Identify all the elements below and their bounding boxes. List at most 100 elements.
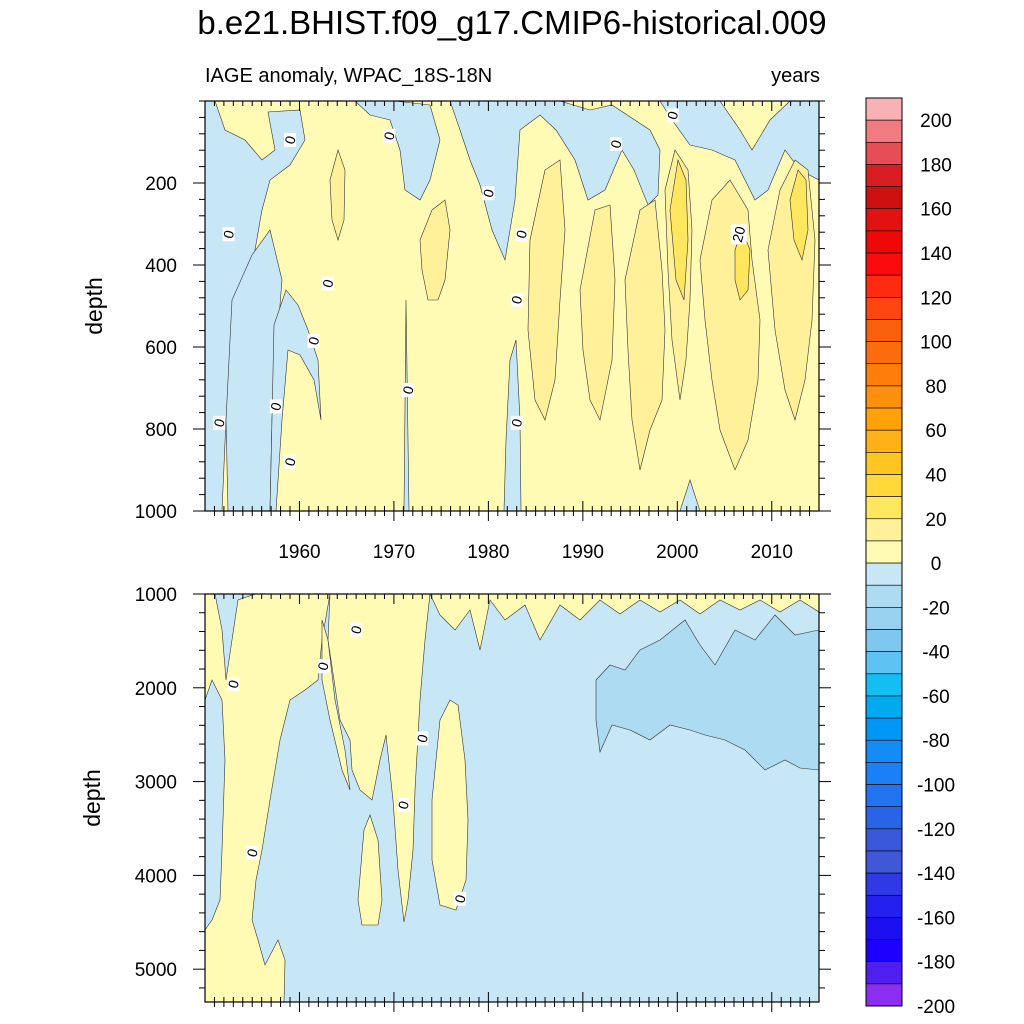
lower-field [205,594,819,1002]
upper-contour-label: 0 [607,138,625,150]
upper-contour-label-bg [510,292,523,307]
lower-ytick-label: 5000 [135,960,177,981]
lower-positive-west [205,594,331,1002]
lower-ytick-label: 1000 [135,585,177,606]
colorbar-swatch [865,474,903,497]
lower-panel: 1000 2000 3000 4000 5000 0 0 0 0 0 0 0 depth [79,585,831,1012]
colorbar-swatch [865,872,903,896]
colorbar-label: 0 [931,554,942,575]
lower-contour-label: 0 [243,847,261,859]
colorbar-label: -180 [917,953,955,974]
upper-band-20-30-b [789,169,809,262]
lower-ytick-label: 4000 [135,866,177,887]
lower-positive-strip2 [357,814,383,926]
upper-panel: 1960 1970 1980 1990 2000 20102004006008001000… [81,100,831,563]
colorbar-swatch [865,961,903,985]
colorbar-swatch [865,230,903,254]
colorbar-swatch [865,562,903,586]
upper-ytick-label: 400 [145,256,177,277]
lower-ytick-label: 2000 [135,679,177,700]
lower-contour-label-bg [416,731,429,746]
upper-ytick-label: 200 [145,174,177,195]
upper-band-20-30-a [669,158,689,301]
figure-title: b.e21.BHIST.f09_g17.CMIP6-historical.009 [197,4,826,41]
upper-contour-label: 0 [664,109,682,121]
colorbar-label: -80 [922,731,949,752]
colorbar-swatch [865,97,903,121]
colorbar: 200180160140120100806040200-20-40-60-80-… [865,97,955,1018]
colorbar-label: 80 [925,377,946,398]
colorbar-label: 60 [925,421,946,442]
upper-contour-labels: 0 0 0 0 0 0 0 20 0 0 0 0 0 0 0 0 [210,108,749,469]
upper-contour-label-bg [284,454,297,469]
colorbar-swatch [865,119,903,143]
colorbar-swatch [865,983,903,1007]
upper-contour-label-bg [730,224,747,245]
lower-contour-label: 0 [347,624,365,636]
upper-contour-label: 0 [508,417,526,429]
lower-positive-top [429,594,819,651]
lower-contour-labels: 0 0 0 0 0 0 0 [225,622,469,906]
upper-xtick-label: 2010 [751,542,793,563]
colorbar-swatch [865,850,903,874]
upper-contour-label-bg [284,132,297,147]
upper-contour-label-bg [402,383,415,398]
upper-contour-label-bg [666,108,679,123]
upper-negative-top2 [449,101,661,262]
upper-field [205,101,819,511]
colorbar-swatch [865,341,903,365]
upper-contour-label: 0 [267,400,285,412]
upper-negative-top1 [354,101,441,201]
upper-frame [204,100,820,512]
colorbar-swatch [865,651,903,675]
lower-contour-label-bg [317,659,330,674]
upper-xtick-label: 1980 [467,542,509,563]
lower-positive-spine [327,594,431,923]
upper-contour-label: 0 [281,456,299,468]
lower-contour-label: 0 [225,678,243,690]
colorbar-swatch [865,917,903,940]
lower-positive-west2 [205,679,226,931]
upper-contour-label-bg [213,415,226,430]
upper-contour-label-bg [307,333,320,348]
colorbar-label: 40 [925,465,946,486]
lower-contour-label: 0 [314,660,332,672]
colorbar-label: 20 [925,510,946,531]
upper-contour-label: 0 [305,335,323,347]
upper-contour-label: 0 [399,384,417,396]
colorbar-swatch [865,319,903,342]
upper-negative-line1 [403,299,410,511]
lower-ytick-label: 3000 [135,773,177,794]
upper-band-10-20-b [527,159,566,421]
upper-xtick-label: 1960 [278,542,320,563]
colorbar-swatch [865,629,903,652]
colorbar-swatch [865,208,903,232]
colorbar-swatch [865,607,903,630]
upper-contour-label: 0 [281,134,299,146]
upper-ytick-label: 1000 [135,502,177,523]
upper-contour-label: 0 [480,187,498,199]
colorbar-swatch [865,673,903,697]
upper-xtick-label: 1990 [562,542,604,563]
colorbar-swatch [865,141,903,165]
colorbar-swatch [865,407,903,431]
colorbar-swatch [865,584,903,608]
upper-contour-label-bg [321,276,334,291]
upper-contour-label-bg [482,186,495,201]
colorbar-swatch [865,429,903,453]
lower-contour-label-bg [454,891,467,906]
upper-contour-label: 0 [210,417,228,429]
lower-contour-label: 0 [451,893,469,905]
upper-band-10-20-a [419,199,451,301]
colorbar-swatch [865,363,903,387]
colorbar-label: 140 [920,244,952,265]
upper-contour-label: 0 [319,277,337,289]
colorbar-swatch [865,518,903,542]
colorbar-swatch [865,939,903,963]
colorbar-swatch [865,496,903,520]
lower-contour-label-bg [246,845,259,860]
upper-contour-label: 0 [220,228,238,240]
colorbar-label: -100 [917,776,955,797]
colorbar-swatch [865,274,903,298]
